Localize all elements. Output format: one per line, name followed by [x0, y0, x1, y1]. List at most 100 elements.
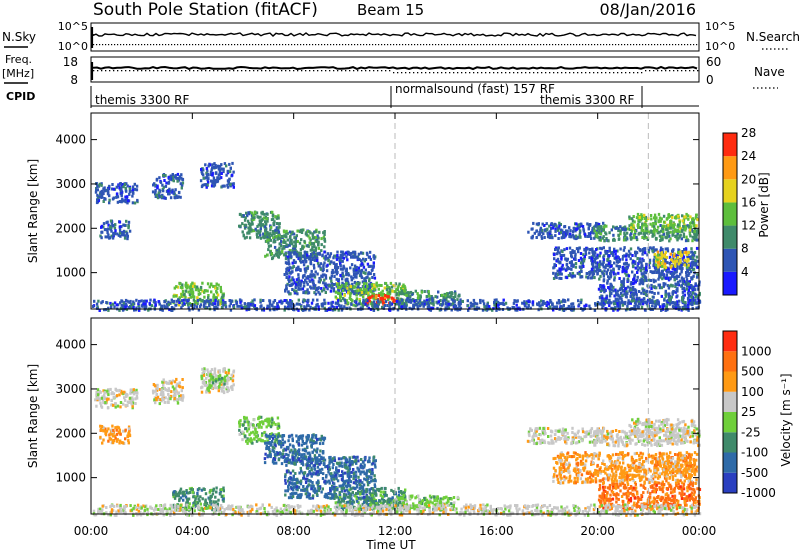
- nave-point: [425, 72, 427, 74]
- data-cell: [539, 226, 543, 230]
- nave-point: [325, 70, 327, 72]
- data-cell: [339, 299, 343, 303]
- data-cell: [110, 187, 114, 191]
- nsearch-point: [681, 44, 683, 46]
- data-cell: [423, 301, 427, 304]
- nsearch-point: [537, 44, 539, 46]
- data-cell: [371, 276, 374, 279]
- data-cell: [229, 166, 232, 170]
- data-cell: [441, 301, 445, 305]
- cpid-panel: CPID themis 3300 RF normalsound (fast) 1…: [6, 82, 699, 108]
- data-cell: [148, 301, 151, 305]
- data-cell: [301, 244, 304, 248]
- data-cell: [674, 264, 677, 268]
- data-cell: [323, 302, 326, 306]
- data-cell: [276, 231, 279, 234]
- data-cell: [516, 308, 519, 312]
- data-cell: [613, 256, 616, 260]
- data-cell: [675, 274, 679, 278]
- data-cell: [685, 275, 688, 279]
- data-cell: [162, 195, 165, 199]
- data-cell: [295, 278, 299, 282]
- data-cell: [686, 254, 689, 258]
- data-cell: [657, 277, 660, 281]
- nave-point: [633, 72, 635, 74]
- nsearch-label: N.Search: [746, 30, 800, 44]
- nsearch-point: [648, 44, 650, 46]
- data-cell: [643, 267, 646, 271]
- data-cell: [169, 177, 172, 181]
- data-cell: [636, 212, 640, 216]
- data-cell: [324, 276, 328, 280]
- data-cell: [301, 246, 304, 250]
- data-cell: [392, 300, 395, 304]
- nave-point: [481, 72, 483, 74]
- data-cell: [362, 285, 365, 289]
- data-cell: [638, 266, 642, 270]
- data-cell: [354, 266, 357, 270]
- data-cell: [416, 305, 419, 308]
- data-cell: [317, 246, 320, 250]
- nave-point: [269, 70, 271, 72]
- data-cell: [568, 261, 572, 265]
- data-cell: [156, 196, 160, 200]
- data-cell: [546, 227, 549, 231]
- data-cell: [662, 254, 665, 258]
- data-cell: [694, 216, 698, 220]
- data-cell: [349, 266, 352, 270]
- data-cell: [96, 184, 99, 188]
- data-cell: [646, 298, 650, 302]
- nsearch-point: [177, 44, 179, 46]
- data-cell: [329, 308, 332, 312]
- data-cell: [682, 232, 686, 236]
- data-cell: [367, 294, 370, 298]
- data-cell: [291, 266, 294, 270]
- data-cell: [654, 268, 657, 272]
- data-cell: [305, 233, 309, 237]
- data-cell: [682, 224, 685, 228]
- data-cell: [202, 304, 206, 308]
- data-cell: [676, 238, 679, 242]
- nsearch-point: [189, 44, 191, 46]
- data-cell: [621, 285, 624, 288]
- data-cell: [582, 265, 585, 268]
- data-cell: [296, 229, 299, 233]
- data-cell: [368, 299, 371, 303]
- data-cell: [689, 298, 692, 302]
- data-cell: [135, 188, 139, 192]
- nsearch-point: [333, 44, 335, 46]
- nave-point: [585, 72, 587, 74]
- data-cell: [96, 388, 100, 392]
- data-cell: [244, 223, 248, 227]
- data-cell: [560, 305, 563, 309]
- data-cell: [155, 193, 158, 197]
- data-cell: [306, 266, 309, 270]
- data-cell: [605, 263, 608, 267]
- data-cell: [622, 277, 626, 281]
- data-cell: [353, 255, 357, 259]
- data-cell: [560, 256, 563, 260]
- data-cell: [614, 252, 617, 256]
- data-cell: [653, 227, 656, 231]
- data-cell: [275, 229, 278, 233]
- data-cell: [348, 252, 351, 256]
- data-cell: [345, 279, 348, 283]
- data-cell: [297, 257, 300, 260]
- data-cell: [577, 299, 580, 303]
- data-cell: [610, 301, 613, 305]
- data-cell: [585, 272, 588, 275]
- data-cell: [159, 189, 162, 193]
- data-cell: [316, 298, 319, 302]
- data-cell: [631, 291, 635, 295]
- data-cell: [345, 281, 348, 285]
- data-cell: [103, 391, 106, 395]
- data-cell: [337, 303, 341, 307]
- data-cell: [643, 288, 646, 292]
- data-cell: [261, 210, 264, 214]
- data-cell: [475, 306, 479, 310]
- data-cell: [287, 301, 291, 305]
- data-cell: [644, 271, 648, 275]
- data-cell: [289, 254, 292, 258]
- data-cell: [643, 275, 647, 279]
- data-cell: [286, 231, 289, 235]
